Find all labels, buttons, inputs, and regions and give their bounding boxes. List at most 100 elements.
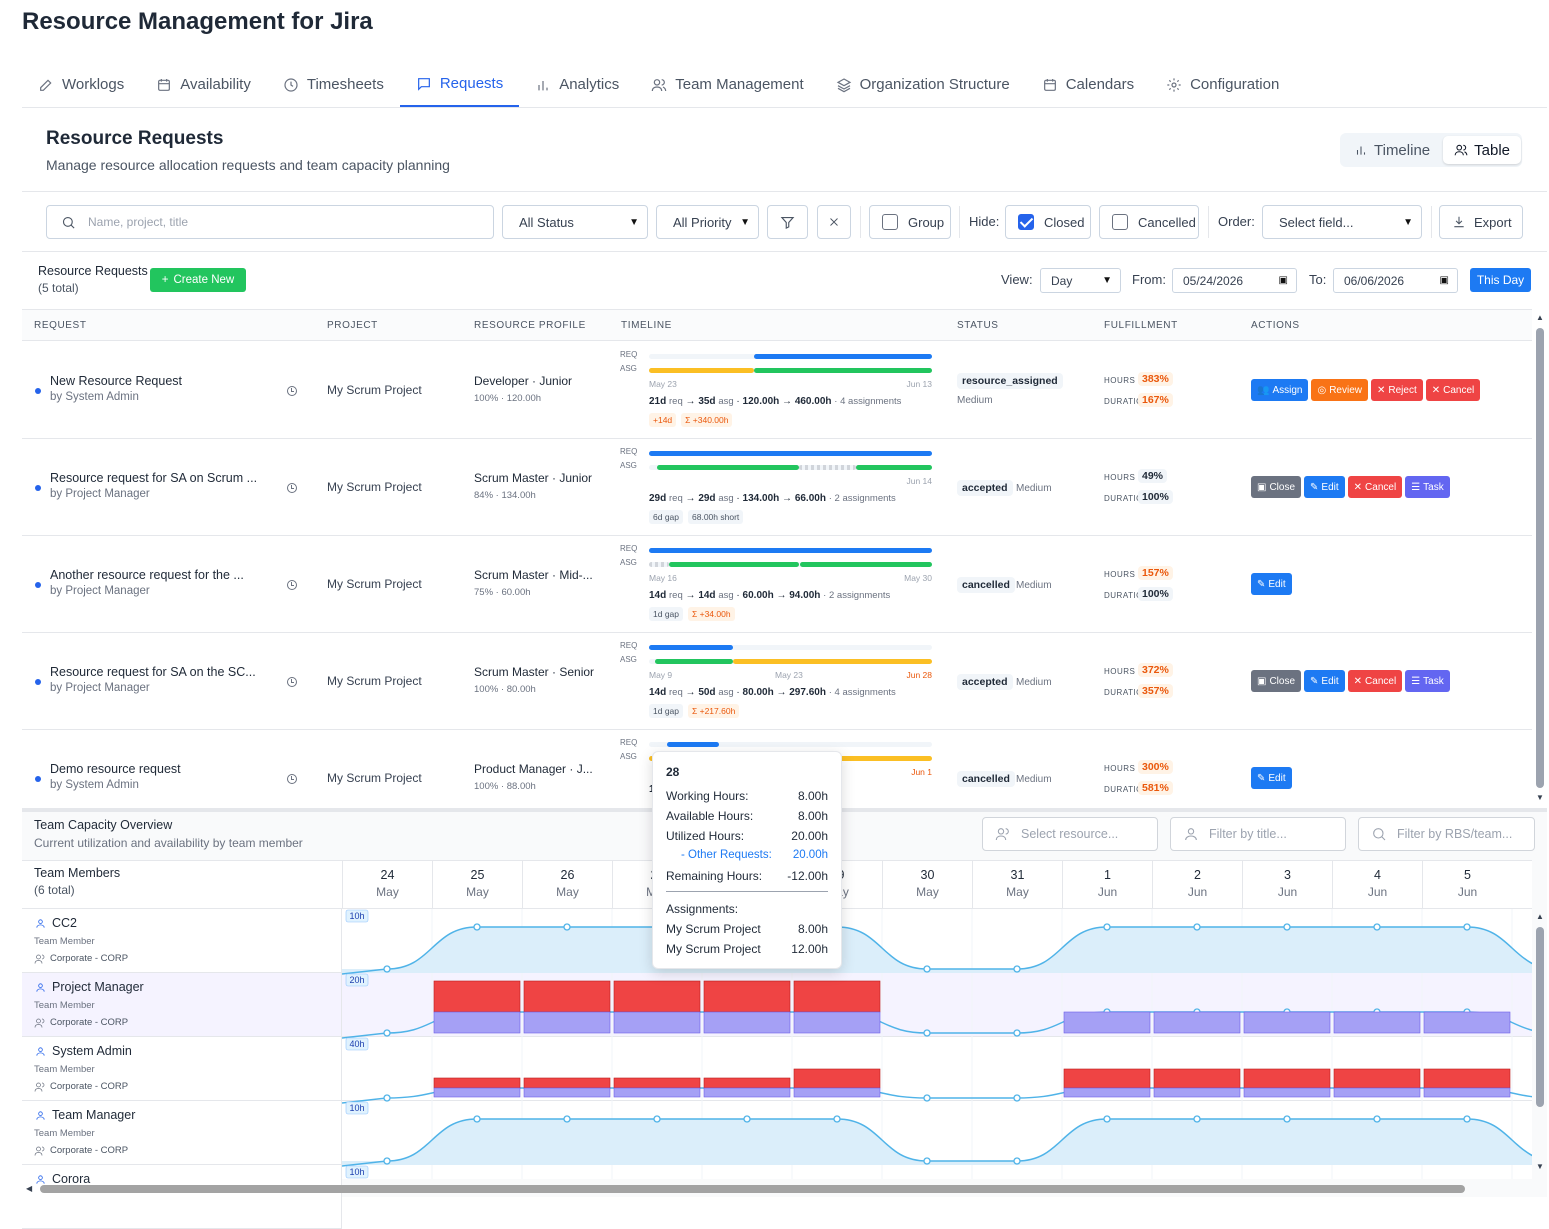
- member-name[interactable]: System Admin: [52, 1044, 132, 1058]
- timeline-chips: 1d gap Σ +34.00h: [649, 607, 735, 621]
- tab-worklogs[interactable]: Worklogs: [22, 62, 140, 107]
- member-name[interactable]: Team Manager: [52, 1108, 136, 1122]
- close-button[interactable]: ▣ Close: [1251, 476, 1302, 498]
- team-member-row[interactable]: Team Manager Team Member Corporate - CORP: [22, 1101, 342, 1165]
- status-dot: [35, 388, 41, 394]
- table-row[interactable]: Resource request for SA on the SC... by P…: [22, 633, 1532, 730]
- cancel-button[interactable]: ✕ Cancel: [1347, 476, 1403, 498]
- assign-button[interactable]: 👥 Assign: [1251, 379, 1309, 401]
- tab-calendars[interactable]: Calendars: [1026, 62, 1150, 107]
- scrollbar-thumb[interactable]: [1536, 328, 1544, 788]
- this-day-button[interactable]: This Day: [1470, 268, 1531, 292]
- member-name[interactable]: Project Manager: [52, 980, 144, 994]
- tooltip-day: 28: [666, 765, 680, 779]
- request-title[interactable]: Another resource request for the ...: [50, 568, 244, 582]
- hide-closed-checkbox[interactable]: Closed: [1005, 205, 1091, 239]
- team-member-row[interactable]: Project Manager Team Member Corporate - CO…: [22, 973, 342, 1037]
- from-date-input[interactable]: 05/24/2026 ▣: [1172, 268, 1297, 293]
- edit-button[interactable]: ✎ Edit: [1251, 767, 1292, 789]
- scale-badge: [345, 909, 369, 923]
- reject-button[interactable]: ✕ Reject: [1371, 379, 1423, 401]
- scroll-left-icon[interactable]: ◀: [26, 1184, 33, 1193]
- date-start: May 9: [649, 670, 673, 680]
- filter-title-input[interactable]: Filter by title...: [1170, 817, 1346, 851]
- priority-select[interactable]: All Priority ▼: [656, 205, 759, 239]
- view-select[interactable]: Day ▼: [1040, 268, 1121, 293]
- filter-rbs-input[interactable]: Filter by RBS/team...: [1358, 817, 1535, 851]
- history-clock-icon[interactable]: [287, 774, 297, 784]
- table-scrollbar[interactable]: ▲ ▼: [1535, 313, 1545, 803]
- timeline-stats: 1: [649, 784, 655, 795]
- request-title[interactable]: Demo resource request: [50, 762, 181, 776]
- capacity-horizontal-scrollbar[interactable]: ◀: [26, 1184, 1532, 1194]
- member-name[interactable]: CC2: [52, 916, 78, 930]
- capacity-scrollbar[interactable]: ▲ ▼: [1535, 912, 1545, 1177]
- checkbox[interactable]: [882, 214, 898, 230]
- checkbox-checked[interactable]: [1018, 214, 1034, 230]
- checkbox[interactable]: [1112, 214, 1128, 230]
- close-button[interactable]: ▣ Close: [1251, 670, 1302, 692]
- team-member-row[interactable]: System Admin Team Member Corporate - CORP: [22, 1037, 342, 1101]
- table-row[interactable]: New Resource Request by System Admin My Sc…: [22, 342, 1532, 439]
- capacity-point: [1013, 1157, 1021, 1165]
- clear-filters-button[interactable]: [817, 205, 851, 239]
- request-title[interactable]: Resource request for SA on Scrum ...: [50, 471, 258, 485]
- divider: [860, 206, 861, 238]
- status-select[interactable]: All Status ▼: [502, 205, 648, 239]
- edit-button[interactable]: ✎ Edit: [1251, 573, 1292, 595]
- tab-configuration[interactable]: Configuration: [1150, 62, 1295, 107]
- history-clock-icon[interactable]: [287, 483, 297, 493]
- history-clock-icon[interactable]: [287, 580, 297, 590]
- export-button[interactable]: Export: [1439, 205, 1523, 239]
- filter-button[interactable]: [767, 205, 808, 239]
- select-resource-input[interactable]: Select resource...: [982, 817, 1158, 851]
- team-member-row[interactable]: CC2 Team Member Corporate - CORP: [22, 909, 342, 973]
- tooltip-row: Remaining Hours: -12.00h: [666, 869, 828, 883]
- table-row[interactable]: Another resource request for the ... by P…: [22, 536, 1532, 633]
- assigned-bar: [1243, 1011, 1331, 1034]
- order-select[interactable]: Select field... ▼: [1262, 205, 1422, 239]
- cancel-button[interactable]: ✕ Cancel: [1347, 670, 1403, 692]
- hide-cancelled-checkbox[interactable]: Cancelled: [1099, 205, 1199, 239]
- scroll-up-icon[interactable]: ▲: [1536, 313, 1544, 322]
- edit-button[interactable]: ✎ Edit: [1304, 670, 1345, 692]
- utilized-bar: [1153, 1068, 1241, 1089]
- member-name[interactable]: Corora: [52, 1172, 91, 1186]
- task-button[interactable]: ☰ Task: [1405, 476, 1450, 498]
- edit-button[interactable]: ✎ Edit: [1304, 476, 1345, 498]
- scale-label: 40h: [349, 1039, 364, 1049]
- request-title[interactable]: New Resource Request: [50, 374, 183, 388]
- request-title[interactable]: Resource request for SA on the SC...: [50, 665, 256, 679]
- tab-team-management[interactable]: Team Management: [635, 62, 819, 107]
- capacity-point: [833, 1115, 841, 1123]
- utilized-bar: [703, 1077, 791, 1089]
- asg-bar: [655, 659, 733, 664]
- tab-availability[interactable]: Availability: [140, 62, 267, 107]
- history-clock-icon[interactable]: [287, 677, 297, 687]
- create-new-button[interactable]: + Create New: [150, 268, 246, 292]
- scrollbar-thumb[interactable]: [40, 1185, 1465, 1193]
- cancel-button[interactable]: ✕ Cancel: [1425, 379, 1481, 401]
- req-bar: [649, 548, 932, 553]
- assigned-bar: [523, 1011, 611, 1034]
- review-button[interactable]: ◎ Review: [1311, 379, 1368, 401]
- task-button[interactable]: ☰ Task: [1405, 670, 1450, 692]
- group-checkbox[interactable]: Group: [869, 205, 951, 239]
- to-label: To:: [1309, 272, 1327, 287]
- history-clock-icon[interactable]: [287, 386, 297, 396]
- to-date-input[interactable]: 06/06/2026 ▣: [1333, 268, 1458, 293]
- table-view-button[interactable]: Table: [1443, 136, 1521, 164]
- tab-timesheets[interactable]: Timesheets: [267, 62, 400, 107]
- row-background: [342, 1165, 1532, 1179]
- table-row[interactable]: Resource request for SA on Scrum ... by P…: [22, 439, 1532, 536]
- team-member-row[interactable]: Corora: [22, 1165, 342, 1229]
- scrollbar-thumb[interactable]: [1536, 927, 1544, 1107]
- scroll-up-icon[interactable]: ▲: [1536, 912, 1544, 921]
- search-input[interactable]: Name, project, title: [46, 205, 494, 239]
- tab-organization-structure[interactable]: Organization Structure: [820, 62, 1026, 107]
- tab-requests[interactable]: Requests: [399, 62, 520, 107]
- scroll-down-icon[interactable]: ▼: [1536, 1162, 1544, 1171]
- scroll-down-icon[interactable]: ▼: [1536, 793, 1544, 802]
- tab-analytics[interactable]: Analytics: [519, 62, 635, 107]
- timeline-view-button[interactable]: Timeline: [1343, 136, 1441, 164]
